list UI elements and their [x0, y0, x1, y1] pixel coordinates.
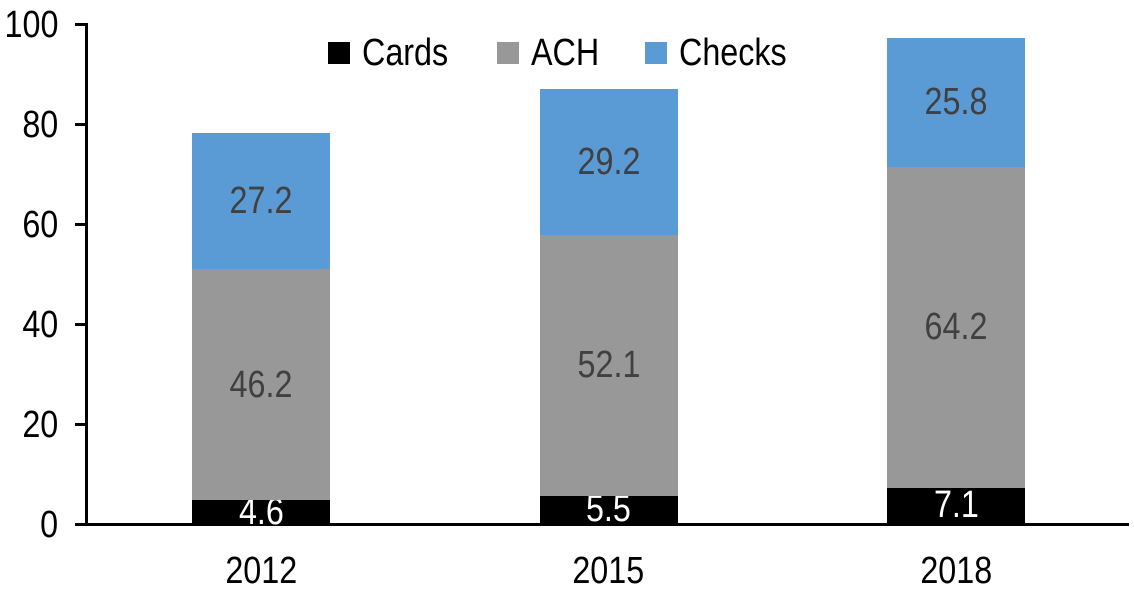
x-axis-label-2015: 2015: [572, 550, 645, 592]
y-tick-label: 0: [40, 503, 58, 546]
y-tick-label: 20: [22, 403, 58, 446]
legend-swatch-checks: [645, 42, 668, 64]
y-tick-label: 80: [22, 103, 58, 146]
y-tick-mark: [75, 123, 85, 126]
x-axis-label-2012: 2012: [225, 550, 297, 592]
legend-label: ACH: [531, 32, 600, 74]
bar-value-label: 29.2: [577, 141, 640, 183]
y-tick-mark: [75, 323, 85, 326]
y-tick-label: 60: [22, 203, 58, 246]
bar-segment-cards-2018: 7.1: [887, 484, 1025, 526]
bar-segment-checks-2015: 29.2: [539, 89, 678, 235]
legend-label: Cards: [361, 32, 448, 74]
y-tick-label: 100: [4, 3, 58, 46]
legend-swatch-cards: [327, 42, 350, 64]
bar-value-label: 27.2: [229, 180, 293, 222]
bar-segment-ach-2018: 64.2: [887, 166, 1025, 488]
legend-swatch-ach: [497, 42, 520, 64]
legend-item-checks: Checks: [645, 31, 806, 75]
y-axis-line: [85, 23, 88, 526]
bar-value-label: 7.1: [933, 484, 979, 527]
bar-value-label: 64.2: [924, 306, 988, 348]
bar-segment-checks-2018: 25.8: [887, 37, 1025, 167]
x-axis-line: [85, 523, 1129, 526]
bar-segment-cards-2012: 4.6: [192, 491, 330, 533]
bar-value-label: 25.8: [924, 81, 988, 123]
y-tick-mark: [75, 223, 85, 226]
x-axis-label-2018: 2018: [920, 550, 992, 592]
y-tick-mark: [75, 423, 85, 426]
bar-value-label: 52.1: [577, 344, 640, 387]
legend-item-cards: Cards: [327, 31, 463, 75]
y-tick-mark: [75, 523, 85, 526]
legend-label: Checks: [679, 32, 788, 74]
y-tick-label: 40: [22, 303, 58, 346]
y-tick-mark: [75, 23, 85, 26]
bar-segment-ach-2015: 52.1: [539, 235, 678, 496]
bar-value-label: 46.2: [229, 363, 293, 406]
bar-segment-cards-2015: 5.5: [539, 488, 678, 530]
legend: Cards ACH Checks: [0, 31, 1134, 75]
bar-segment-checks-2012: 27.2: [192, 133, 330, 269]
legend-item-ach: ACH: [497, 31, 611, 75]
bar-segment-ach-2012: 46.2: [192, 269, 330, 500]
